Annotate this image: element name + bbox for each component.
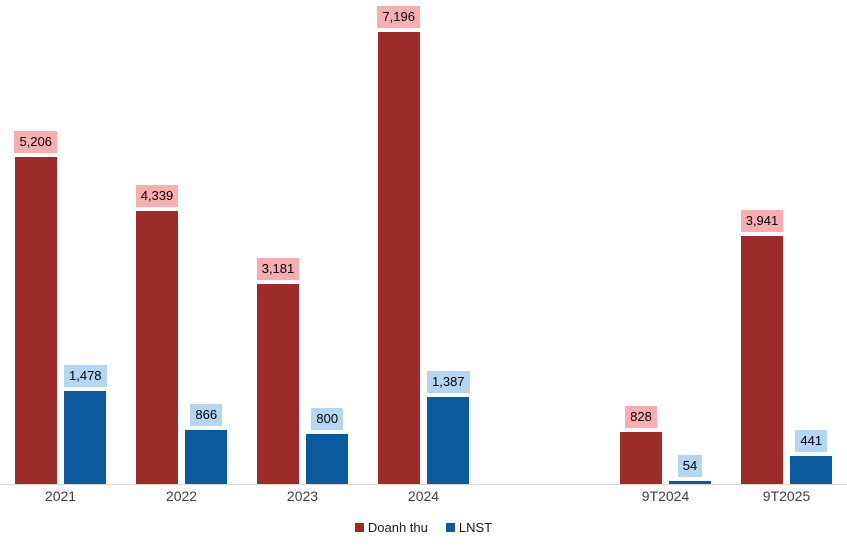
- bar: [377, 32, 420, 484]
- bar-group-9T2025: 3,941 441: [726, 0, 847, 484]
- legend: Doanh thu LNST: [0, 520, 847, 535]
- bar-group-2022: 4,339 866: [121, 0, 242, 484]
- bar-wrap: 800: [306, 407, 349, 484]
- category-label-9T2025: 9T2025: [762, 488, 811, 504]
- data-label: 54: [677, 454, 703, 477]
- category-axis: 2021 2022 2023 2024 9T2024 9T2025: [0, 488, 847, 504]
- bar: [135, 211, 178, 484]
- bar-wrap: 1,387: [427, 370, 470, 484]
- bar-group-spacer: [484, 0, 605, 484]
- bar-wrap: 3,941: [740, 210, 784, 484]
- data-label: 4,339: [135, 185, 179, 208]
- bar: [306, 433, 349, 484]
- data-label: 866: [190, 403, 223, 426]
- data-label: 1,387: [427, 370, 470, 393]
- bar-wrap: 5,206: [14, 131, 57, 484]
- bar-group-2021: 5,206 1,478: [0, 0, 121, 484]
- bar: [64, 391, 107, 484]
- data-label: 800: [311, 407, 344, 430]
- bar: [256, 284, 299, 484]
- bar-wrap: 1,478: [64, 365, 107, 484]
- category-label-2024: 2024: [407, 488, 440, 504]
- legend-swatch-doanh-thu: [354, 523, 364, 532]
- bar: [185, 429, 228, 484]
- bar-wrap: 54: [669, 454, 711, 484]
- bar-wrap: 7,196: [377, 6, 420, 484]
- bar: [740, 236, 783, 484]
- legend-item-doanh-thu: Doanh thu: [354, 520, 428, 535]
- bar: [620, 432, 662, 484]
- data-label: 7,196: [377, 6, 420, 28]
- bar: [14, 157, 57, 484]
- plot-area: 5,206 1,478 4,339 866 3,181 800 7,196 1,387 828 5…: [0, 0, 847, 485]
- category-label-2021: 2021: [44, 488, 77, 504]
- bar: [790, 456, 833, 484]
- bar: [427, 396, 470, 484]
- legend-label: Doanh thu: [367, 520, 428, 535]
- legend-label: LNST: [458, 520, 493, 535]
- bar-wrap: 866: [185, 403, 228, 484]
- data-label: 5,206: [14, 131, 57, 153]
- legend-swatch-lnst: [445, 523, 455, 532]
- bar-group-9T2024: 828 54: [605, 0, 726, 484]
- category-label-spacer: [484, 488, 605, 504]
- bar-wrap: 828: [620, 406, 662, 484]
- data-label: 1,478: [64, 365, 107, 388]
- bar-wrap: 441: [790, 430, 833, 484]
- category-label-9T2024: 9T2024: [641, 488, 690, 504]
- data-label: 828: [625, 406, 657, 428]
- bar-group-2023: 3,181 800: [242, 0, 363, 484]
- bar: [669, 480, 711, 484]
- bar-wrap: 4,339: [135, 185, 179, 484]
- category-label-2023: 2023: [286, 488, 319, 504]
- category-label-2022: 2022: [165, 488, 198, 504]
- bar-group-2024: 7,196 1,387: [363, 0, 484, 484]
- data-label: 3,181: [256, 258, 300, 281]
- bar-wrap: 3,181: [256, 258, 300, 484]
- data-label: 3,941: [740, 210, 784, 233]
- legend-item-lnst: LNST: [445, 520, 493, 535]
- data-label: 441: [795, 430, 828, 453]
